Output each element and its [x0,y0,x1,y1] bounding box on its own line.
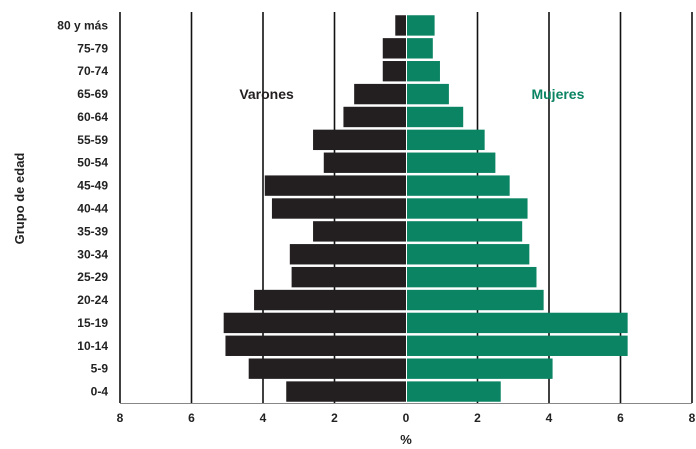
category-label-10: 50-54 [77,156,108,170]
category-label-8: 40-44 [77,202,108,216]
bar-varones-11 [313,129,406,151]
x-tick-label-2: 4 [260,411,267,425]
category-label-11: 55-59 [77,133,108,147]
bar-mujeres-4 [407,289,544,311]
bar-varones-12 [343,106,406,128]
x-tick-label-7: 6 [617,411,624,425]
category-label-4: 20-24 [77,293,108,307]
category-label-12: 60-64 [77,110,108,124]
bar-mujeres-11 [407,129,485,151]
x-tick-label-4: 0 [403,411,410,425]
y-axis-title: Grupo de edad [12,153,27,245]
bar-varones-4 [254,289,406,311]
bars [223,15,628,402]
x-tick-label-6: 4 [546,411,553,425]
category-label-3: 15-19 [77,316,108,330]
bar-varones-15 [382,38,406,59]
legend-mujeres: Mujeres [531,86,584,102]
bar-mujeres-16 [407,15,435,36]
category-label-7: 35-39 [77,224,108,238]
bar-mujeres-3 [407,312,628,334]
bar-varones-6 [289,244,406,265]
category-label-6: 30-34 [77,247,108,261]
category-label-5: 25-29 [77,270,108,284]
bar-mujeres-10 [407,152,496,173]
category-label-13: 65-69 [77,87,108,101]
age-group-labels: 0-4 5-9 10-14 15-19 20-24 25-29 30-34 35-39 40-4… [57,18,108,398]
category-label-16: 80 y más [57,18,108,32]
x-tick-label-5: 2 [474,411,481,425]
category-label-9: 45-49 [77,179,108,193]
bar-varones-0 [286,381,406,402]
category-label-0: 0-4 [91,385,109,399]
bar-mujeres-13 [407,83,449,105]
bar-varones-5 [291,266,406,288]
bar-varones-9 [264,175,406,196]
bar-mujeres-8 [407,198,528,219]
x-tick-label-3: 2 [331,411,338,425]
bar-varones-10 [323,152,406,173]
bar-varones-13 [354,83,406,105]
category-label-1: 5-9 [91,362,109,376]
bar-mujeres-9 [407,175,510,196]
category-label-2: 10-14 [77,339,108,353]
bar-varones-8 [271,198,406,219]
bar-varones-3 [223,312,406,334]
bar-mujeres-6 [407,244,530,265]
bar-mujeres-2 [407,335,628,356]
x-tick-label-1: 6 [188,411,195,425]
bar-varones-2 [225,335,406,356]
x-tick-label-0: 8 [117,411,124,425]
bar-mujeres-5 [407,266,537,288]
bar-mujeres-1 [407,358,553,379]
x-tick-labels: 8 6 4 2 0 2 4 6 8 [117,411,696,425]
x-tick-label-8: 8 [689,411,696,425]
category-label-15: 75-79 [77,41,108,55]
bar-varones-16 [395,15,406,36]
bar-varones-14 [382,61,406,82]
bar-mujeres-14 [407,61,440,82]
bar-varones-1 [248,358,406,379]
bar-mujeres-12 [407,106,464,128]
bar-mujeres-15 [407,38,433,59]
category-label-14: 70-74 [77,64,108,78]
legend-varones: Varones [239,86,294,102]
bar-varones-7 [313,221,406,242]
bar-mujeres-0 [407,381,501,402]
bar-mujeres-7 [407,221,523,242]
x-axis-title: % [400,432,412,447]
